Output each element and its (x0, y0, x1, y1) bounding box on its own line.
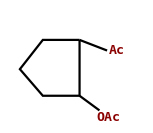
Text: Ac: Ac (109, 44, 125, 57)
Text: OAc: OAc (96, 111, 120, 124)
